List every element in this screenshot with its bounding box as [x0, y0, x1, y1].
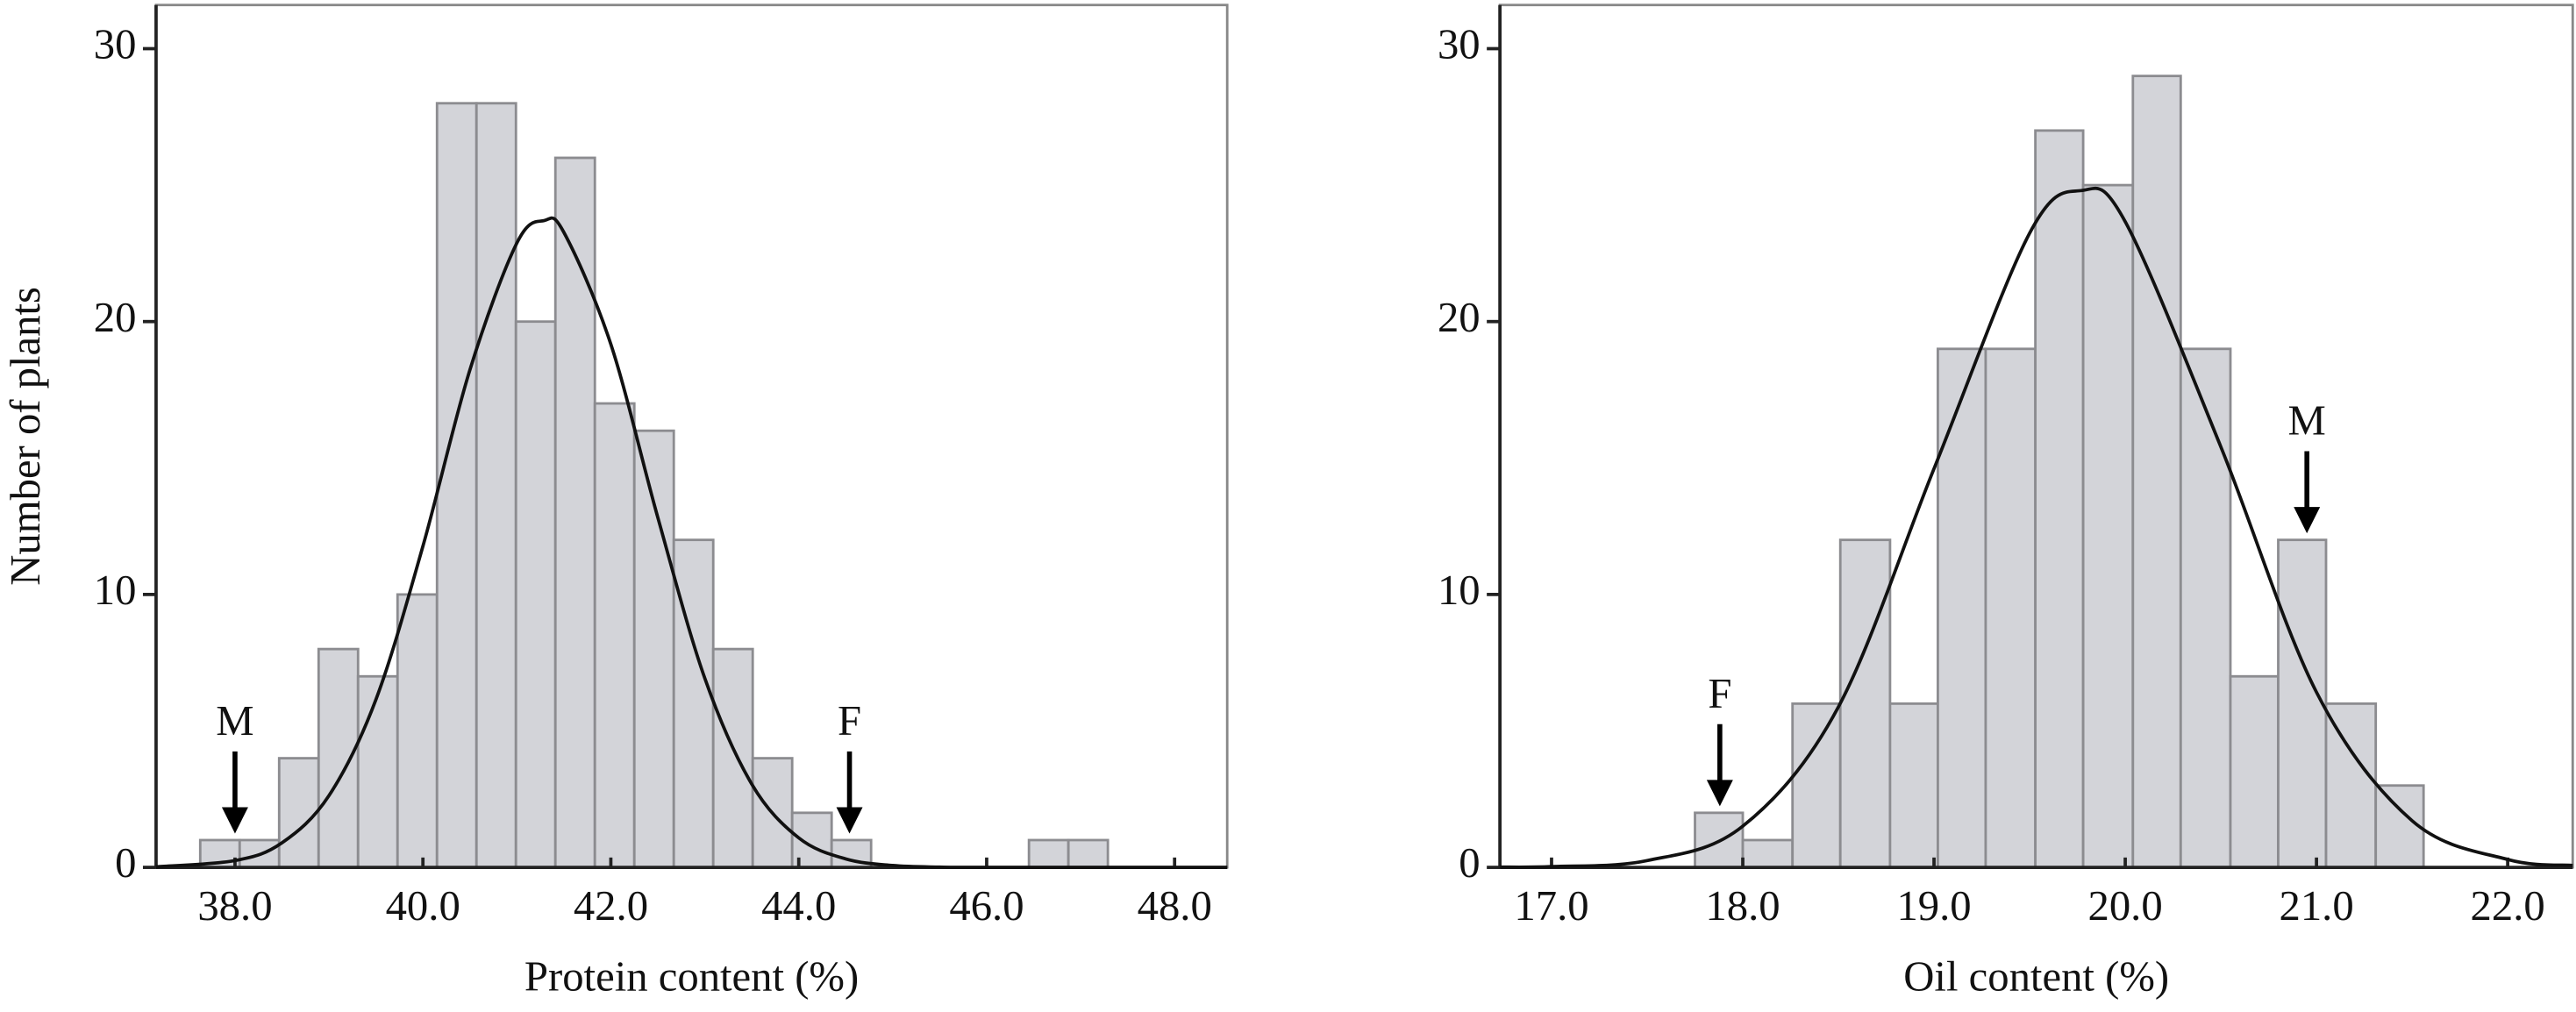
bar [356, 674, 399, 869]
bar [277, 757, 320, 869]
bar [2081, 183, 2135, 869]
y-tick-label: 0 [1459, 839, 1480, 887]
arrow-head [221, 807, 248, 834]
x-tick-label: 48.0 [1138, 882, 1212, 930]
y-tick-label: 0 [115, 839, 136, 887]
bar [632, 429, 675, 869]
bar [553, 156, 596, 869]
x-axis-title: Protein content (%) [524, 952, 859, 1000]
y-tick-label: 20 [94, 294, 137, 341]
bar [396, 593, 439, 869]
bar [2374, 784, 2425, 869]
bar [1984, 347, 2037, 869]
bar [1888, 702, 1939, 869]
x-tick-label: 38.0 [197, 882, 272, 930]
bar [475, 102, 517, 869]
arrow-head [836, 807, 863, 834]
bar [593, 402, 636, 869]
bar [514, 320, 557, 869]
annotation-label: F [1708, 670, 1731, 717]
arrow-head [1706, 780, 1733, 807]
bar [2179, 347, 2232, 869]
x-tick-label: 20.0 [2087, 882, 2162, 930]
x-tick-label: 18.0 [1705, 882, 1780, 930]
bar [2277, 538, 2328, 869]
bar [1791, 702, 1842, 869]
y-tick-label: 30 [94, 21, 137, 68]
y-tick-label: 10 [94, 567, 137, 614]
bar [2229, 674, 2280, 869]
bar [2324, 702, 2378, 869]
arrow-head [2294, 507, 2321, 534]
y-tick-label: 30 [1438, 21, 1481, 68]
x-tick-label: 17.0 [1514, 882, 1588, 930]
bar [2131, 75, 2182, 869]
y-tick-label: 10 [1438, 567, 1481, 614]
x-tick-label: 40.0 [386, 882, 460, 930]
x-tick-label: 21.0 [2279, 882, 2353, 930]
y-axis-title: Number of plants [2, 287, 49, 586]
normal-curve [1500, 186, 2573, 869]
bar [1741, 838, 1795, 869]
bar [1027, 838, 1070, 869]
bar [1067, 838, 1110, 869]
annotation-label: M [216, 697, 253, 745]
bar [711, 647, 754, 869]
bar [1937, 347, 1987, 869]
x-tick-label: 19.0 [1896, 882, 1971, 930]
bar [1838, 538, 1892, 869]
x-tick-label: 46.0 [949, 882, 1024, 930]
annotation-label: M [2288, 397, 2326, 445]
bar [435, 102, 478, 869]
normal-curve [155, 216, 1228, 869]
x-tick-label: 42.0 [574, 882, 648, 930]
annotation-label: F [838, 697, 861, 745]
bar [2034, 129, 2085, 869]
y-tick-label: 20 [1438, 294, 1481, 341]
x-tick-label: 44.0 [761, 882, 836, 930]
x-tick-label: 22.0 [2471, 882, 2545, 930]
x-axis-title: Oil content (%) [1903, 952, 2169, 1000]
bar [672, 538, 715, 869]
